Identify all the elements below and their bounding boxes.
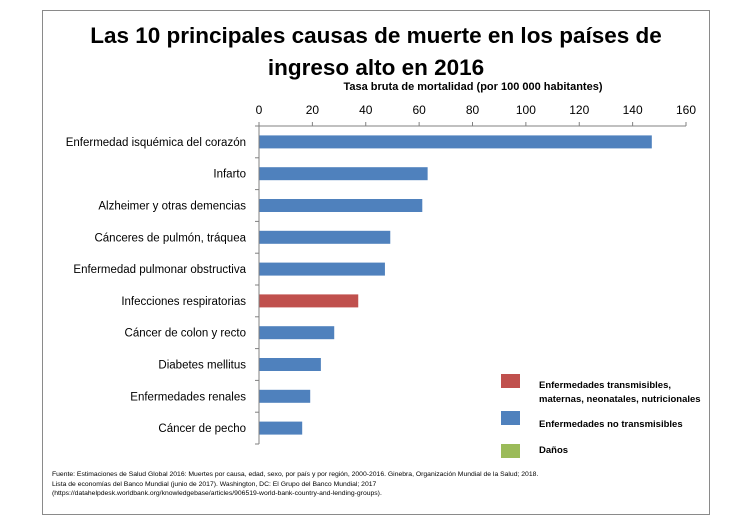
- bar: [259, 389, 311, 403]
- x-axis-label: Tasa bruta de mortalidad (por 100 000 ha…: [343, 81, 603, 93]
- category-label: Alzheimer y otras demencias: [98, 201, 246, 213]
- source-line-2: Lista de economías del Banco Mundial (ju…: [52, 480, 377, 488]
- category-label: Enfermedades renales: [130, 391, 246, 403]
- x-tick-label: 20: [306, 103, 320, 117]
- legend-swatch-injuries: [501, 444, 520, 458]
- chart-frame: [42, 10, 710, 515]
- category-label: Infecciones respiratorias: [121, 296, 246, 308]
- category-label: Infarto: [213, 169, 246, 181]
- x-tick-label: 60: [412, 103, 426, 117]
- x-tick-label: 160: [676, 103, 696, 117]
- bar: [259, 294, 359, 308]
- source-note: Fuente: Estimaciones de Salud Global 201…: [52, 470, 692, 499]
- x-tick-label: 40: [359, 103, 373, 117]
- category-label: Enfermedad isquémica del corazón: [66, 137, 246, 149]
- bar: [259, 199, 423, 212]
- bar: [259, 358, 321, 371]
- bar: [259, 135, 652, 149]
- category-label: Cáncer de colon y recto: [125, 328, 246, 340]
- source-line-1: Fuente: Estimaciones de Salud Global 201…: [52, 471, 539, 478]
- chart-title-line-1: Las 10 principales causas de muerte en l…: [90, 23, 662, 48]
- x-tick-label: 120: [569, 103, 589, 117]
- source-line-3: (https://datahelpdesk.worldbank.org/know…: [52, 490, 382, 497]
- bar: [259, 167, 428, 181]
- legend-swatch-communicable: [501, 374, 520, 388]
- chart-title: Las 10 principales causas de muerte en l…: [42, 20, 710, 84]
- bar: [259, 421, 303, 435]
- category-label: Cánceres de pulmón, tráquea: [94, 232, 246, 244]
- category-label: Cáncer de pecho: [158, 423, 246, 435]
- legend-swatch-noncommunicable: [501, 411, 520, 425]
- x-tick-label: 0: [256, 103, 263, 117]
- bar: [259, 326, 335, 340]
- category-label: Diabetes mellitus: [158, 360, 246, 372]
- category-label: Enfermedad pulmonar obstructiva: [73, 264, 246, 276]
- x-tick-label: 140: [623, 103, 643, 117]
- bar: [259, 230, 391, 244]
- bar: [259, 262, 385, 276]
- legend-label-injuries: Daños: [539, 445, 569, 456]
- legend-label-communicable: Enfermedades transmisibles, maternas, ne…: [539, 380, 701, 405]
- x-tick-label: 100: [516, 103, 536, 117]
- chart-title-line-2: ingreso alto en 2016: [267, 55, 485, 80]
- legend-label-noncommunicable: Enfermedades no transmisibles: [539, 419, 683, 430]
- x-tick-label: 80: [466, 103, 480, 117]
